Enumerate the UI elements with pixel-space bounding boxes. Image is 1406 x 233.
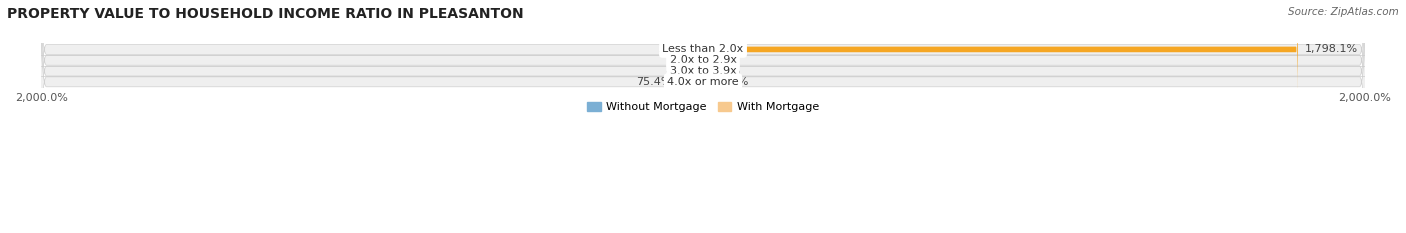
Text: 75.4%: 75.4%: [636, 77, 672, 87]
Text: 3.6%: 3.6%: [666, 55, 695, 65]
FancyBboxPatch shape: [702, 9, 703, 111]
FancyBboxPatch shape: [38, 0, 1368, 233]
Text: 4.0x or more: 4.0x or more: [668, 77, 738, 87]
Text: 1,798.1%: 1,798.1%: [1305, 45, 1358, 55]
Text: 14.1%: 14.1%: [714, 77, 749, 87]
Text: PROPERTY VALUE TO HOUSEHOLD INCOME RATIO IN PLEASANTON: PROPERTY VALUE TO HOUSEHOLD INCOME RATIO…: [7, 7, 523, 21]
FancyBboxPatch shape: [38, 0, 1368, 233]
Text: Source: ZipAtlas.com: Source: ZipAtlas.com: [1288, 7, 1399, 17]
FancyBboxPatch shape: [700, 0, 703, 101]
FancyBboxPatch shape: [703, 20, 706, 122]
Text: 8.9%: 8.9%: [713, 66, 741, 76]
Text: 3.0x to 3.9x: 3.0x to 3.9x: [669, 66, 737, 76]
Legend: Without Mortgage, With Mortgage: Without Mortgage, With Mortgage: [588, 102, 818, 112]
FancyBboxPatch shape: [38, 0, 1368, 233]
Text: 10.6%: 10.6%: [658, 45, 693, 55]
FancyBboxPatch shape: [700, 20, 703, 122]
FancyBboxPatch shape: [38, 0, 1368, 233]
FancyBboxPatch shape: [678, 31, 703, 133]
Text: 8.9%: 8.9%: [665, 66, 693, 76]
FancyBboxPatch shape: [703, 0, 1298, 101]
FancyBboxPatch shape: [703, 31, 707, 133]
Text: 3.7%: 3.7%: [711, 55, 740, 65]
Text: 2.0x to 2.9x: 2.0x to 2.9x: [669, 55, 737, 65]
FancyBboxPatch shape: [703, 9, 704, 111]
Text: Less than 2.0x: Less than 2.0x: [662, 45, 744, 55]
